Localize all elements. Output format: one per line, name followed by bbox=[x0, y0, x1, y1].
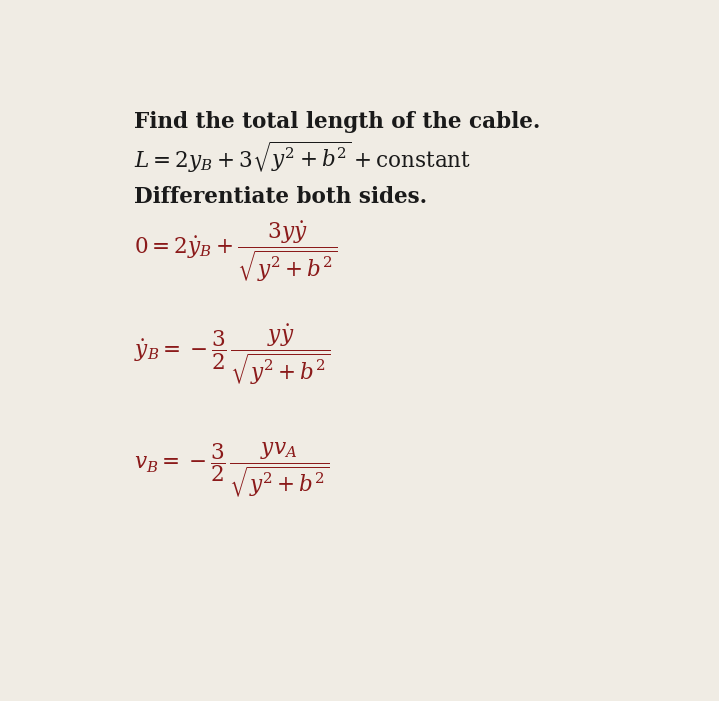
Text: Differentiate both sides.: Differentiate both sides. bbox=[134, 186, 428, 208]
Text: $L = 2y_B + 3\sqrt{y^2 + b^2} + \mathrm{constant}$: $L = 2y_B + 3\sqrt{y^2 + b^2} + \mathrm{… bbox=[134, 139, 472, 175]
Text: Find the total length of the cable.: Find the total length of the cable. bbox=[134, 111, 541, 133]
Text: $\dot{y}_B = -\dfrac{3}{2}\,\dfrac{y\dot{y}}{\sqrt{y^2 + b^2}}$: $\dot{y}_B = -\dfrac{3}{2}\,\dfrac{y\dot… bbox=[134, 322, 331, 386]
Text: $v_B = -\dfrac{3}{2}\,\dfrac{yv_A}{\sqrt{y^2 + b^2}}$: $v_B = -\dfrac{3}{2}\,\dfrac{yv_A}{\sqrt… bbox=[134, 441, 330, 499]
Text: $0 = 2\dot{y}_B + \dfrac{3y\dot{y}}{\sqrt{y^2 + b^2}}$: $0 = 2\dot{y}_B + \dfrac{3y\dot{y}}{\sqr… bbox=[134, 219, 337, 283]
